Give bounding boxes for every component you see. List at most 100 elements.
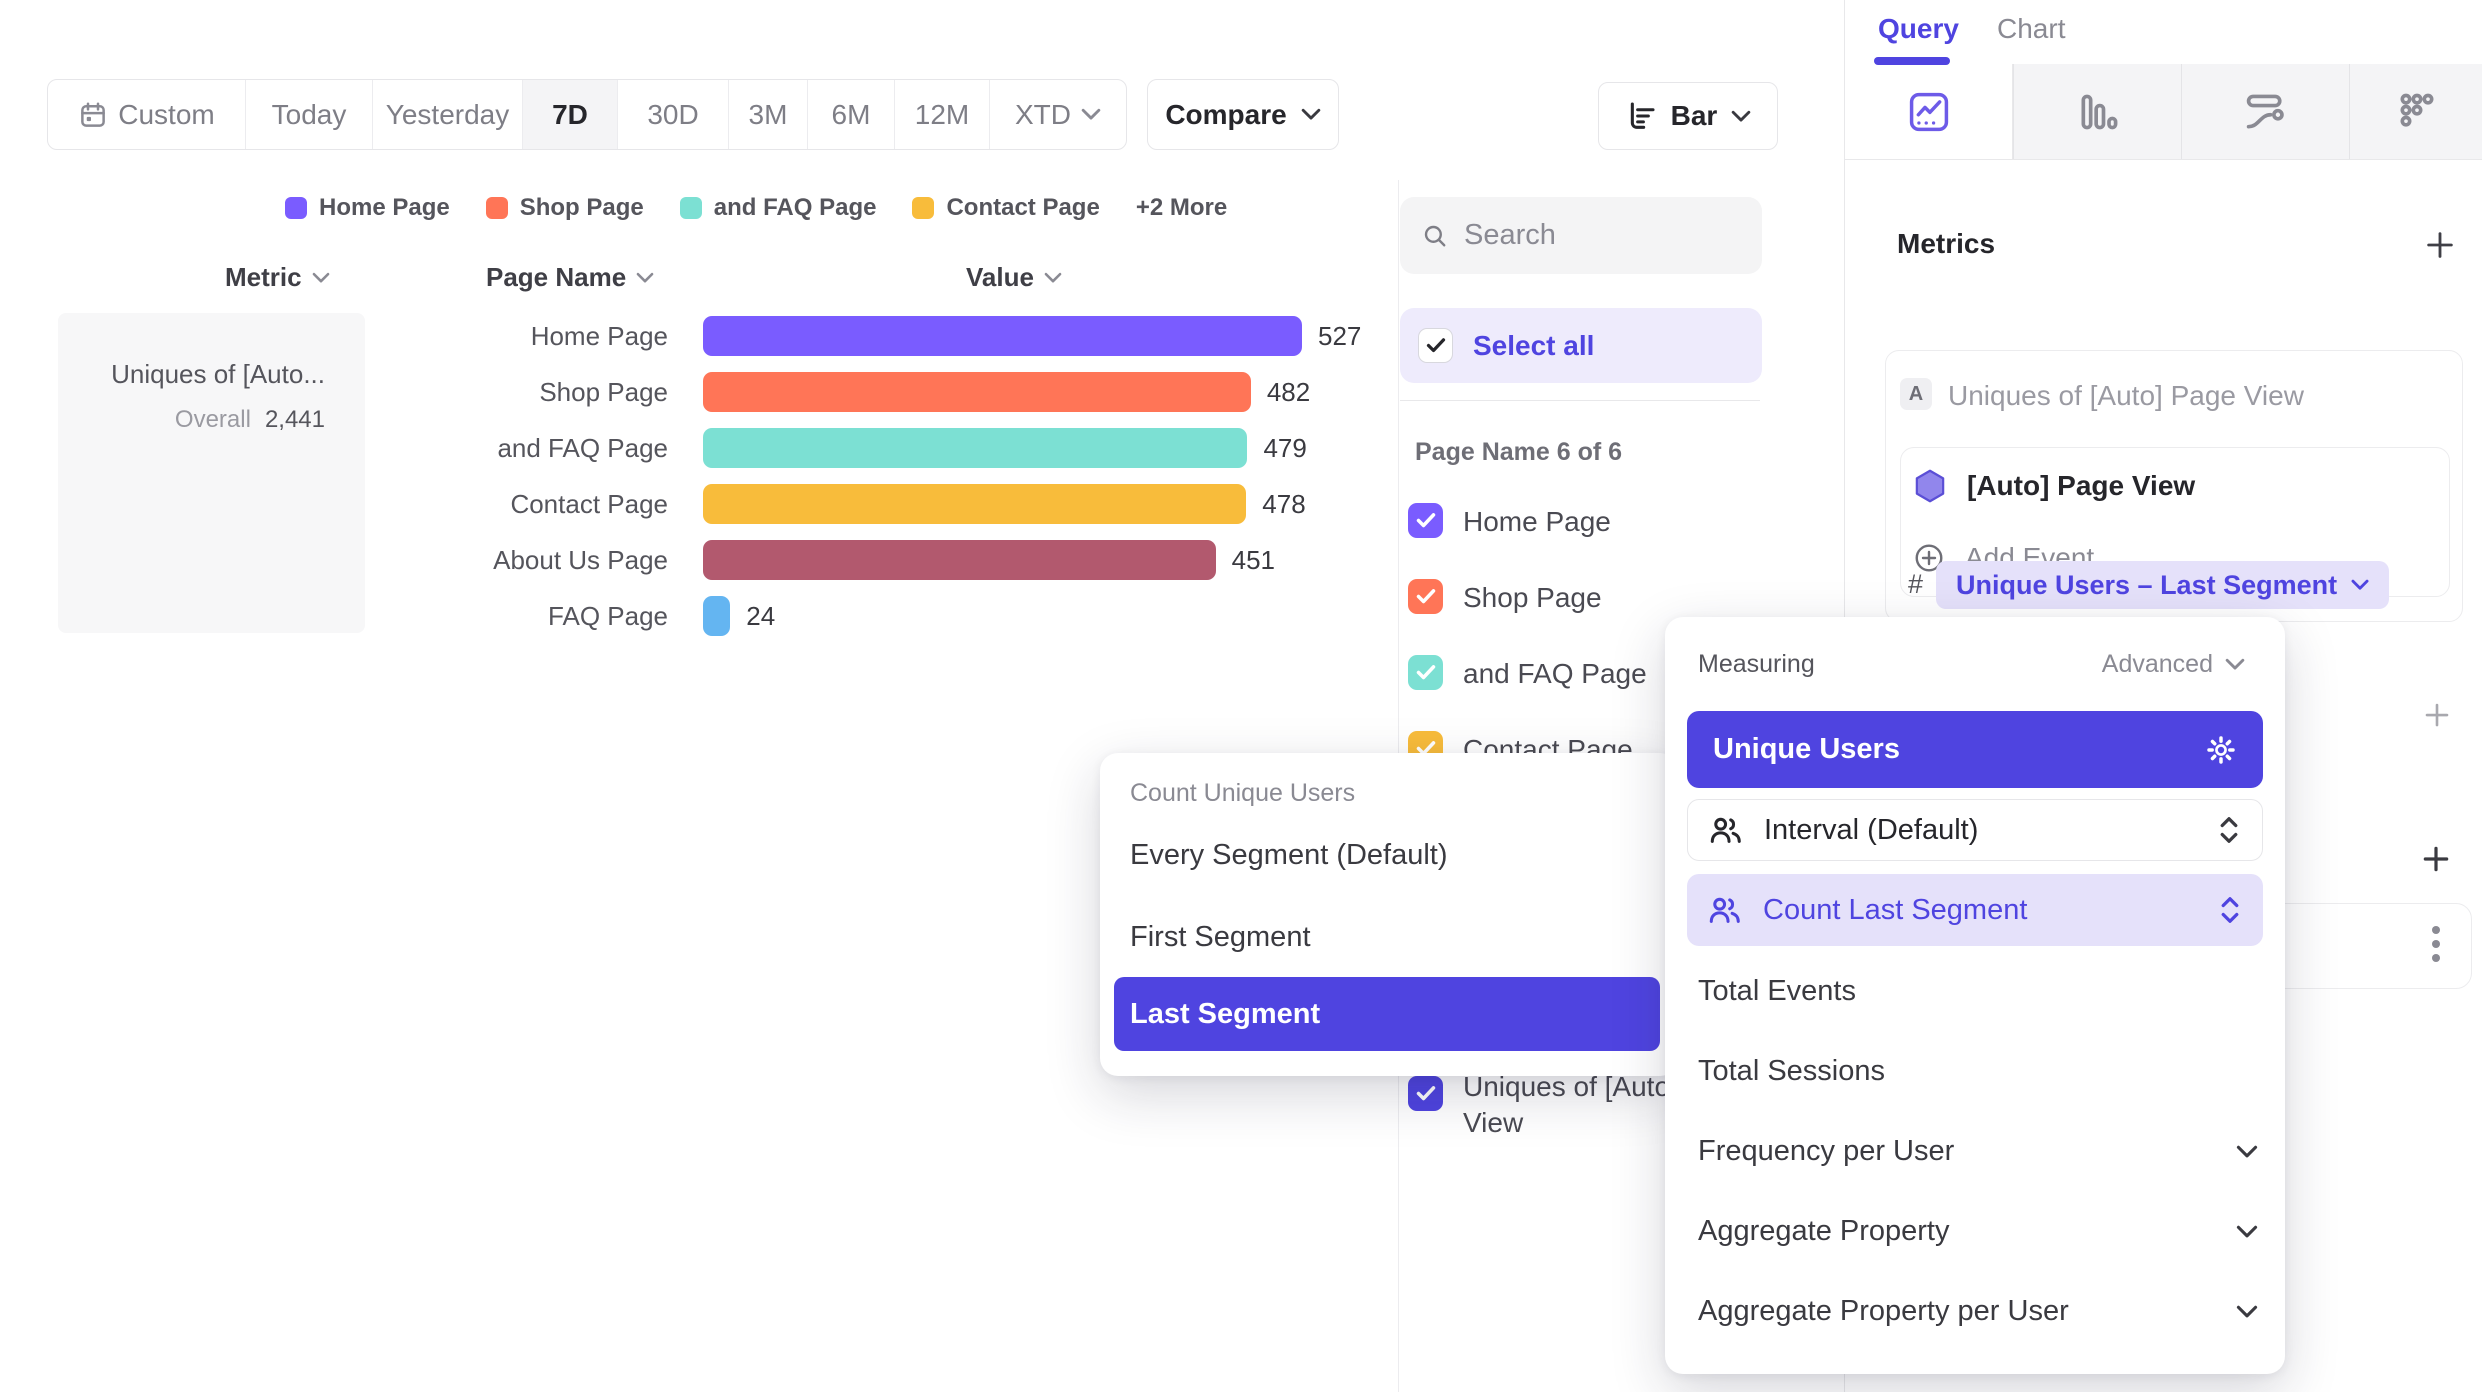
add-metric-icon[interactable] — [2423, 228, 2457, 262]
column-header-value[interactable]: Value — [966, 262, 1062, 293]
date-range-label: Yesterday — [385, 98, 510, 130]
bar-row: 451 — [703, 540, 1275, 580]
date-range-yesterday[interactable]: Yesterday — [373, 80, 523, 149]
scatter-dots-icon — [2400, 93, 2433, 127]
chevron-down-icon — [1732, 110, 1751, 121]
bar[interactable] — [703, 484, 1247, 524]
date-range-xtd[interactable]: XTD — [990, 80, 1126, 149]
count-unique-users-dropdown: Count Unique Users Every Segment (Defaul… — [1100, 753, 1678, 1076]
date-range-12m[interactable]: 12M — [895, 80, 990, 149]
series-title: Uniques of [Auto] Page View — [1948, 380, 2304, 411]
measurement-pill[interactable]: Unique Users – Last Segment — [1936, 561, 2390, 609]
check-icon — [1416, 665, 1435, 680]
advanced-toggle[interactable]: Advanced — [2102, 650, 2245, 679]
add-breakdown-icon[interactable] — [2420, 843, 2452, 875]
active-tab-indicator — [1874, 57, 1950, 65]
segment-checkbox[interactable] — [1408, 503, 1443, 538]
bar-value: 482 — [1266, 376, 1311, 407]
legend-more[interactable]: +2 More — [1136, 194, 1227, 222]
option-label: Total Events — [1698, 975, 1856, 1007]
segment-row-home-page[interactable]: Home Page — [1408, 503, 1828, 540]
segment-row-and-faq-page[interactable]: and FAQ Page — [1408, 655, 1828, 692]
hash-symbol: # — [1908, 569, 1924, 599]
segment-label: Shop Page — [1463, 582, 1602, 613]
gear-icon[interactable] — [2205, 734, 2237, 766]
tab-chart[interactable]: Chart — [1997, 13, 2065, 45]
option-label: Unique Users — [1713, 733, 1900, 765]
count-last-segment-selector[interactable]: Count Last Segment — [1687, 874, 2263, 946]
segment-row-shop-page[interactable]: Shop Page — [1408, 579, 1828, 616]
option-aggregate-property[interactable]: Aggregate Property — [1698, 1215, 2258, 1248]
circled-plus-icon — [1915, 544, 1943, 572]
option-first-segment[interactable]: First Segment — [1130, 921, 1311, 953]
bar-row: 478 — [703, 484, 1306, 524]
chevron-down-icon — [1301, 108, 1320, 120]
chevron-down-icon — [2236, 1305, 2258, 1317]
legend-more-label: +2 More — [1135, 194, 1228, 221]
chart-type-dropdown-button[interactable]: Bar — [1598, 82, 1778, 150]
date-range-label: 12M — [914, 98, 970, 130]
tab-query[interactable]: Query — [1878, 13, 1959, 45]
series-checkbox[interactable] — [1408, 1076, 1443, 1111]
bar-row: 527 — [703, 316, 1361, 356]
bar-row: 479 — [703, 428, 1307, 468]
event-row[interactable]: [Auto] Page View — [1913, 468, 2195, 504]
insights-line-chart-icon — [1909, 92, 1948, 131]
legend-item[interactable]: and FAQ Page — [679, 194, 876, 222]
users-icon — [1709, 897, 1740, 923]
count-segment-label: Count Last Segment — [1763, 893, 2028, 926]
chart-type-insights-active[interactable] — [1845, 64, 2013, 159]
bar-row: 482 — [703, 372, 1310, 412]
segment-checkbox[interactable] — [1408, 579, 1443, 614]
bar[interactable] — [703, 428, 1248, 468]
bar-category-label: Home Page — [530, 321, 668, 351]
kebab-menu-icon[interactable] — [2432, 926, 2440, 962]
select-all-row[interactable]: Select all — [1400, 308, 1762, 383]
chart-type-tabs — [1845, 64, 2482, 160]
chart-type-bars[interactable] — [2013, 64, 2181, 159]
search-input[interactable] — [1464, 219, 1740, 252]
legend-item[interactable]: Shop Page — [485, 194, 644, 222]
select-all-checkbox[interactable] — [1418, 328, 1453, 363]
check-icon — [1416, 589, 1435, 604]
column-header-page-name[interactable]: Page Name — [486, 262, 654, 293]
date-range-30d[interactable]: 30D — [618, 80, 729, 149]
option-frequency-per-user[interactable]: Frequency per User — [1698, 1135, 2258, 1168]
bar-value: 527 — [1318, 320, 1362, 351]
metric-name: Uniques of [Auto... — [111, 359, 325, 389]
segment-search[interactable] — [1400, 197, 1762, 274]
bar[interactable] — [703, 372, 1251, 412]
interval-selector[interactable]: Interval (Default) — [1687, 799, 2263, 861]
option-every-segment[interactable]: Every Segment (Default) — [1130, 839, 1448, 871]
measuring-title: Measuring — [1698, 650, 1815, 678]
column-header-metric[interactable]: Metric — [225, 262, 330, 293]
option-last-segment[interactable]: Last Segment — [1114, 977, 1660, 1051]
segment-checkbox[interactable] — [1408, 655, 1443, 690]
date-range-7d[interactable]: 7D — [523, 80, 618, 149]
check-icon — [1416, 1086, 1435, 1101]
bar[interactable] — [703, 316, 1302, 356]
add-filter-icon[interactable] — [2422, 700, 2452, 730]
date-range-3m[interactable]: 3M — [729, 80, 808, 149]
date-range-label: 3M — [748, 98, 788, 130]
series-row-uniques[interactable]: Uniques of [Auto] Page View — [1408, 1068, 1768, 1141]
chart-type-flow[interactable] — [2181, 64, 2349, 159]
legend-swatch — [285, 197, 307, 219]
date-range-custom[interactable]: Custom — [48, 80, 246, 149]
stepper-icon — [2220, 817, 2238, 843]
date-range-6m[interactable]: 6M — [808, 80, 895, 149]
date-range-today[interactable]: Today — [246, 80, 373, 149]
bar[interactable] — [703, 540, 1216, 580]
legend-item[interactable]: Home Page — [285, 194, 450, 222]
option-aggregate-property-per-user[interactable]: Aggregate Property per User — [1698, 1295, 2258, 1328]
option-unique-users-selected[interactable]: Unique Users — [1687, 711, 2263, 788]
legend-item[interactable]: Contact Page — [912, 194, 1100, 222]
option-total-events[interactable]: Total Events — [1698, 975, 2258, 1008]
chevron-down-icon — [636, 272, 654, 282]
option-total-sessions[interactable]: Total Sessions — [1698, 1055, 2258, 1088]
chevron-down-icon — [2236, 1145, 2258, 1157]
chart-type-scatter[interactable] — [2349, 64, 2482, 159]
compare-button[interactable]: Compare — [1147, 79, 1339, 150]
metric-cell[interactable]: Uniques of [Auto... Overall 2,441 — [58, 313, 365, 633]
bar[interactable] — [703, 596, 731, 636]
